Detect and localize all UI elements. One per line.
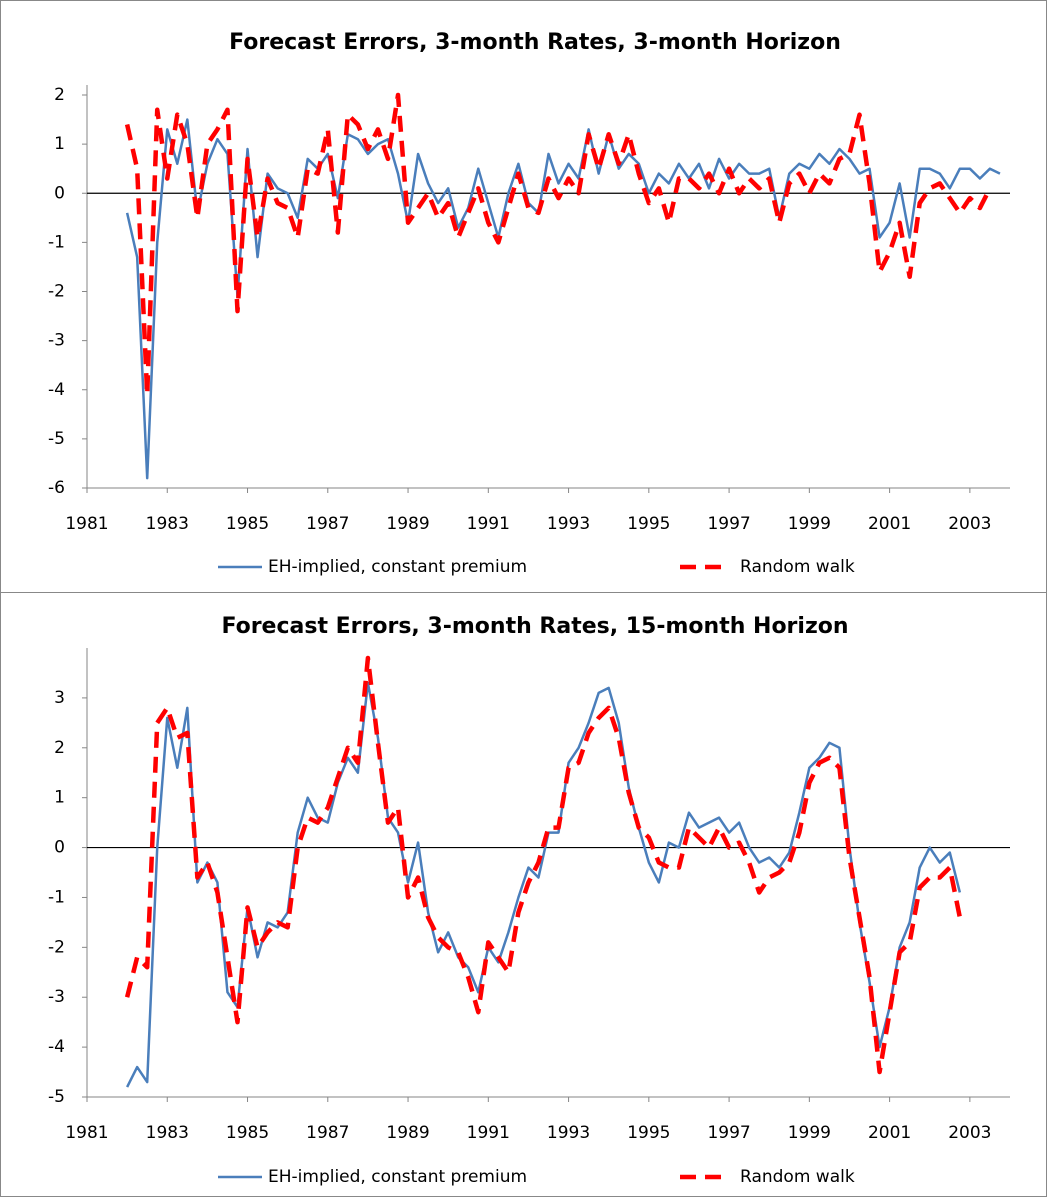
y-tick-label: 1 bbox=[54, 788, 65, 808]
legend-label: EH-implied, constant premium bbox=[268, 1167, 527, 1187]
y-tick-label: 1 bbox=[54, 134, 65, 154]
x-tick-label: 1991 bbox=[467, 514, 510, 534]
x-tick-label: 1989 bbox=[386, 514, 429, 534]
x-tick-label: 1997 bbox=[707, 1123, 750, 1143]
y-tick-label: 2 bbox=[54, 738, 65, 758]
legend-label: EH-implied, constant premium bbox=[268, 557, 527, 577]
panel-frame bbox=[0, 592, 1047, 1197]
x-tick-label: 1987 bbox=[306, 514, 349, 534]
x-tick-label: 1993 bbox=[547, 1123, 590, 1143]
x-tick-label: 1981 bbox=[65, 514, 108, 534]
x-tick-label: 2001 bbox=[868, 1123, 911, 1143]
x-tick-label: 1989 bbox=[386, 1123, 429, 1143]
y-tick-label: -3 bbox=[48, 331, 65, 351]
x-tick-label: 2003 bbox=[948, 1123, 991, 1143]
legend-label: Random walk bbox=[740, 1167, 855, 1187]
y-tick-label: 0 bbox=[54, 838, 65, 858]
x-tick-label: 2001 bbox=[868, 514, 911, 534]
y-tick-label: 3 bbox=[54, 688, 65, 708]
y-tick-label: -4 bbox=[48, 380, 65, 400]
x-tick-label: 1993 bbox=[547, 514, 590, 534]
y-tick-label: 0 bbox=[54, 183, 65, 203]
x-tick-label: 1983 bbox=[146, 514, 189, 534]
series-line bbox=[125, 118, 1001, 480]
y-tick-label: -4 bbox=[48, 1037, 65, 1057]
y-tick-label: -5 bbox=[48, 429, 65, 449]
x-tick-label: 1999 bbox=[788, 1123, 831, 1143]
y-tick-label: -1 bbox=[48, 887, 65, 907]
chart-title: Forecast Errors, 3-month Rates, 15-month… bbox=[221, 614, 848, 639]
y-tick-label: -2 bbox=[48, 282, 65, 302]
x-tick-label: 1991 bbox=[467, 1123, 510, 1143]
x-tick-label: 1995 bbox=[627, 514, 670, 534]
panel-frame bbox=[0, 0, 1047, 593]
x-tick-label: 1981 bbox=[65, 1123, 108, 1143]
series-line bbox=[124, 655, 963, 1075]
x-tick-label: 1985 bbox=[226, 514, 269, 534]
chart-title: Forecast Errors, 3-month Rates, 3-month … bbox=[229, 30, 841, 55]
legend-label: Random walk bbox=[740, 557, 855, 577]
y-tick-label: -2 bbox=[48, 937, 65, 957]
x-tick-label: 1987 bbox=[306, 1123, 349, 1143]
x-tick-label: 2003 bbox=[948, 514, 991, 534]
y-tick-label: -6 bbox=[48, 478, 65, 498]
y-tick-label: 2 bbox=[54, 85, 65, 105]
x-tick-label: 1997 bbox=[707, 514, 750, 534]
series-line bbox=[126, 681, 962, 1088]
y-tick-label: -5 bbox=[48, 1087, 65, 1107]
x-tick-label: 1999 bbox=[788, 514, 831, 534]
y-tick-label: -1 bbox=[48, 232, 65, 252]
x-tick-label: 1985 bbox=[226, 1123, 269, 1143]
x-tick-label: 1983 bbox=[146, 1123, 189, 1143]
y-tick-label: -3 bbox=[48, 987, 65, 1007]
x-tick-label: 1995 bbox=[627, 1123, 670, 1143]
series-line bbox=[124, 92, 992, 397]
